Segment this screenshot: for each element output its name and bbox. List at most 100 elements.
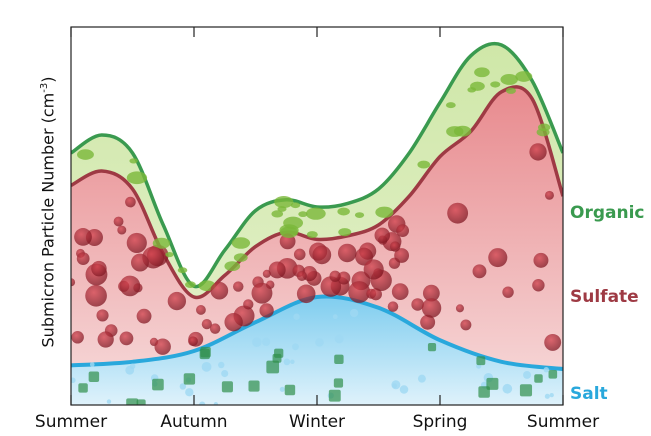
particle — [71, 377, 76, 384]
particle — [195, 305, 206, 315]
series-label-sulfate: Sulfate — [570, 287, 639, 307]
salt-crystal — [334, 354, 344, 364]
particle — [306, 231, 318, 239]
particle — [389, 241, 401, 252]
particle — [338, 228, 352, 237]
particle — [113, 216, 124, 227]
particle — [218, 361, 225, 369]
particle — [467, 87, 477, 93]
particle — [420, 314, 436, 330]
particle — [349, 308, 359, 318]
particle — [126, 232, 147, 254]
particle — [396, 224, 410, 238]
particle — [251, 282, 273, 304]
particle — [188, 336, 198, 347]
particle — [262, 337, 271, 346]
particle — [74, 228, 92, 246]
particle — [71, 278, 76, 287]
particle — [455, 304, 464, 313]
particle — [447, 202, 469, 224]
particle — [283, 358, 291, 366]
particle — [374, 227, 390, 244]
particle — [271, 210, 284, 218]
salt-crystal — [152, 378, 164, 391]
salt-crystal — [221, 381, 233, 393]
plot-area — [71, 41, 563, 405]
particle — [474, 67, 490, 78]
particle — [167, 291, 187, 311]
particle — [201, 361, 212, 372]
particle — [177, 267, 188, 274]
particle — [185, 388, 194, 397]
particle — [97, 331, 114, 348]
x-tick-label: Spring — [412, 412, 468, 432]
x-tick-label: Summer — [526, 412, 600, 432]
particle-decoration — [71, 67, 562, 405]
particle — [445, 102, 456, 109]
salt-crystal — [548, 370, 558, 379]
particle — [71, 330, 84, 344]
salt-crystal — [328, 389, 341, 402]
particle — [293, 248, 306, 261]
particle — [199, 401, 206, 405]
particle — [298, 211, 308, 218]
particle — [165, 252, 174, 258]
particle — [293, 313, 300, 320]
particle — [117, 225, 127, 235]
particle — [296, 270, 307, 282]
particle — [411, 298, 424, 311]
particle — [292, 343, 299, 351]
particle — [312, 245, 332, 265]
particle — [213, 402, 218, 405]
particle — [417, 160, 431, 169]
series-label-salt: Salt — [570, 384, 608, 404]
salt-crystal — [78, 383, 88, 393]
particle — [129, 158, 138, 164]
salt-crystal — [126, 398, 139, 405]
particle — [523, 371, 531, 379]
particle — [421, 298, 442, 318]
particle — [375, 206, 394, 218]
particle — [154, 338, 171, 355]
particle — [453, 125, 472, 137]
salt-crystal — [248, 380, 260, 392]
particle — [125, 196, 136, 208]
particle — [89, 362, 95, 367]
x-axis-ticks — [70, 27, 564, 405]
x-tick-label: Summer — [34, 412, 108, 432]
particle — [274, 195, 294, 208]
particle — [76, 252, 90, 265]
particle — [417, 374, 426, 383]
salt-crystal — [266, 360, 280, 374]
particle — [277, 206, 287, 212]
particle — [488, 248, 508, 268]
particle — [233, 253, 248, 262]
salt-crystal — [519, 384, 533, 397]
particle — [387, 301, 399, 312]
particle — [505, 87, 516, 94]
particle — [221, 369, 229, 378]
line-sulfate — [71, 85, 563, 300]
particle — [77, 149, 94, 160]
particle — [268, 261, 286, 279]
particle — [549, 392, 554, 398]
particle — [543, 366, 549, 373]
particle — [544, 333, 562, 351]
y-axis-label-exponent: -3 — [39, 82, 51, 93]
particle — [136, 308, 152, 324]
particle — [185, 281, 196, 288]
particle — [532, 279, 545, 292]
particle — [354, 212, 365, 218]
particle — [85, 284, 107, 307]
particle — [126, 171, 148, 185]
salt-crystal — [534, 374, 543, 383]
particle — [502, 383, 513, 394]
particle — [91, 260, 107, 277]
series-label-organic: Organic — [570, 203, 645, 223]
particle — [329, 270, 341, 282]
salt-crystal — [200, 346, 211, 358]
particle — [337, 207, 350, 216]
particle — [529, 143, 547, 161]
particle — [283, 216, 304, 230]
